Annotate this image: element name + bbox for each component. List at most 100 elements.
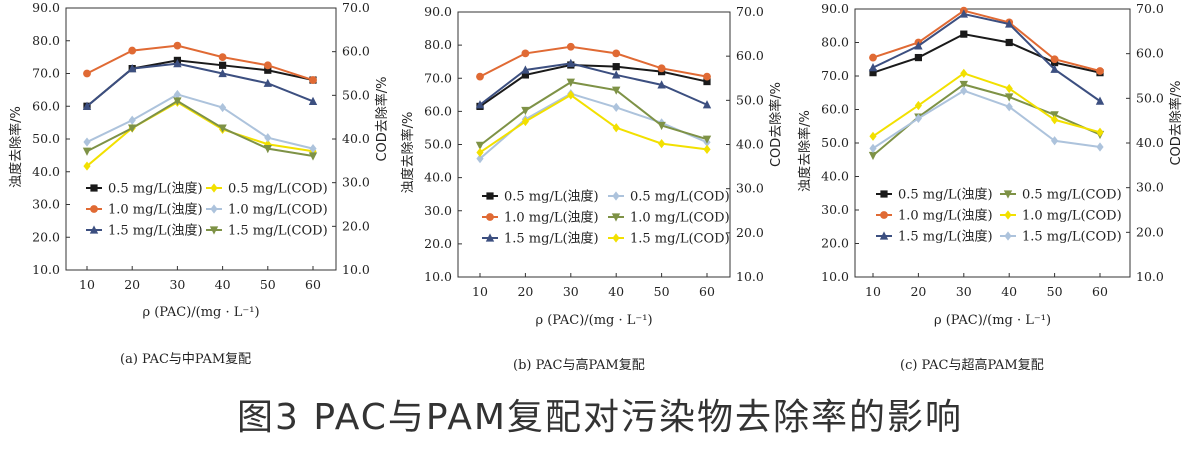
- data-point-4: [869, 131, 877, 141]
- legend-label: 1.5 mg/L(COD): [1022, 230, 1122, 245]
- data-point-4: [1005, 83, 1013, 94]
- data-point-2: [1005, 19, 1014, 28]
- right-tick-label: 70.0: [736, 4, 764, 19]
- x-tick-label: 60: [699, 284, 715, 299]
- series-line-0: [479, 63, 708, 108]
- series-line-2: [479, 62, 708, 106]
- series-line-3: [872, 83, 1101, 157]
- left-tick-label: 90.0: [821, 1, 849, 16]
- left-tick-label: 30.0: [424, 203, 452, 218]
- series-line-2: [86, 62, 314, 108]
- series-line-0: [86, 59, 314, 108]
- left-tick-label: 50.0: [32, 131, 60, 146]
- left-tick-label: 30.0: [821, 202, 849, 217]
- data-point-2: [959, 9, 968, 18]
- caption-a: (a) PAC与中PAM复配: [120, 352, 252, 367]
- data-point-1: [218, 53, 227, 62]
- series-line-4: [872, 72, 1101, 138]
- data-point-4: [128, 115, 136, 125]
- legend-swatch-marker: [209, 226, 219, 235]
- data-point-5: [82, 147, 92, 156]
- data-point-2: [263, 78, 272, 87]
- left-tick-label: 80.0: [32, 33, 60, 48]
- series-line-5: [479, 93, 708, 154]
- data-point-4: [914, 100, 922, 111]
- x-axis-label: ρ (PAC)/(mg · L⁻¹): [142, 305, 259, 320]
- data-point-2: [521, 65, 530, 74]
- left-tick-label: 20.0: [424, 236, 452, 251]
- data-point-1: [657, 64, 666, 73]
- legend-swatch-marker: [611, 213, 621, 222]
- right-tick-label: 40.0: [736, 137, 764, 152]
- data-point-3: [612, 102, 620, 112]
- data-point-5: [869, 143, 877, 153]
- data-point-0: [960, 30, 968, 38]
- data-point-4: [657, 121, 666, 131]
- data-point-1: [566, 42, 575, 51]
- data-point-3: [476, 154, 484, 164]
- x-tick-label: 10: [79, 277, 95, 292]
- data-point-5: [1096, 142, 1104, 152]
- left-tick-label: 80.0: [424, 37, 452, 52]
- legend-label: 1.0 mg/L(浊度): [108, 202, 203, 218]
- series-line-1: [479, 45, 708, 78]
- right-tick-label: 50.0: [1136, 90, 1164, 105]
- data-point-5: [612, 123, 620, 133]
- data-point-1: [476, 72, 484, 81]
- data-point-2: [1050, 64, 1059, 73]
- data-point-4: [264, 133, 272, 143]
- data-point-2: [218, 68, 227, 78]
- left-tick-label: 70.0: [821, 68, 849, 83]
- data-point-4: [612, 86, 621, 95]
- y-axis-label-right: COD去除率/%: [768, 82, 784, 167]
- right-tick-label: 70.0: [1136, 1, 1164, 16]
- legend-swatch-marker: [210, 183, 218, 193]
- data-point-5: [914, 113, 922, 124]
- data-point-0: [869, 69, 877, 77]
- left-tick-label: 40.0: [424, 170, 452, 185]
- legend-swatch-marker: [89, 225, 99, 234]
- data-point-5: [1051, 136, 1059, 146]
- data-point-1: [173, 41, 182, 50]
- data-point-4: [173, 89, 181, 100]
- left-tick-label: 60.0: [821, 102, 849, 117]
- right-tick-label: 20.0: [342, 218, 370, 233]
- data-point-2: [702, 100, 712, 109]
- series-line-0: [872, 33, 1101, 74]
- legend-swatch-marker: [1004, 210, 1012, 220]
- data-point-1: [309, 76, 317, 84]
- chart-c: 10.0 20.0 30.0 40.0 50.0 60.0 70.0 80.0 90.0 10.0…: [797, 1, 1184, 328]
- left-tick-label: 60.0: [424, 103, 452, 118]
- chart-panel-a: 10.0 20.0 30.0 40.0 50.0 60.0 70.0 80.0 90.0 10.0…: [0, 0, 400, 380]
- right-tick-label: 10.0: [736, 269, 764, 284]
- data-point-4: [219, 102, 227, 113]
- legend-swatch-marker: [486, 192, 494, 200]
- data-point-4: [83, 137, 91, 147]
- data-point-4: [702, 135, 712, 144]
- y-axis-label-left: 浊度去除率/%: [8, 106, 24, 188]
- data-point-1: [1050, 55, 1059, 64]
- legend-label: 1.0 mg/L(浊度): [898, 208, 993, 224]
- legend-swatch-marker: [90, 205, 98, 213]
- x-tick-label: 30: [956, 284, 972, 299]
- data-point-5: [173, 97, 182, 106]
- legend-swatch-marker: [879, 231, 889, 240]
- series-line-5: [872, 89, 1101, 150]
- legend-swatch-marker: [1004, 231, 1012, 241]
- figure-title: 图3 PAC与PAM复配对污染物去除率的影响: [237, 397, 963, 438]
- right-tick-label: 60.0: [342, 44, 370, 59]
- data-point-0: [914, 53, 922, 62]
- series-line-1: [86, 44, 314, 82]
- data-point-2: [475, 100, 485, 109]
- chart-panel-b: 10.0 20.0 30.0 40.0 50.0 60.0 70.0 80.0 90.0 10.0…: [395, 0, 795, 380]
- data-point-5: [476, 147, 484, 158]
- data-point-1: [83, 69, 91, 78]
- data-point-5: [1005, 102, 1013, 112]
- data-point-0: [1005, 38, 1013, 47]
- legend-label: 0.5 mg/L(COD): [1022, 188, 1122, 203]
- legend-swatch-marker: [880, 211, 888, 219]
- legend-swatch-marker: [612, 233, 620, 243]
- right-tick-label: 30.0: [1136, 180, 1164, 195]
- data-point-0: [521, 71, 529, 79]
